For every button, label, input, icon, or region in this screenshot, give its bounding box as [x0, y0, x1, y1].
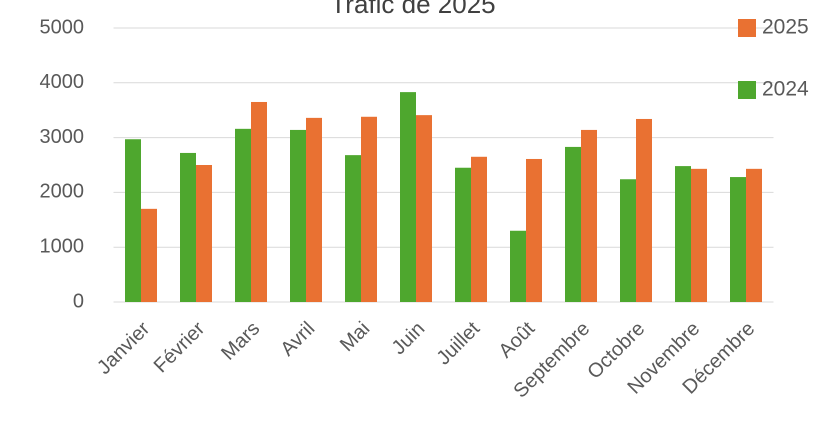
x-tick-label: Avril: [276, 318, 319, 361]
y-tick-label: 2000: [40, 181, 85, 203]
bar: [251, 101, 267, 302]
bar: [455, 167, 471, 302]
chart-title: Trafic de 2025: [330, 0, 495, 19]
x-tick-label: Août: [495, 317, 540, 362]
bar: [235, 128, 251, 302]
bar: [400, 92, 416, 302]
bar: [471, 156, 487, 302]
bar: [141, 208, 157, 302]
bar: [526, 158, 542, 302]
bar: [361, 116, 377, 302]
x-tick-label: Février: [150, 317, 210, 377]
x-tick-label: Mars: [217, 318, 264, 365]
bar: [746, 168, 762, 302]
y-tick-label: 3000: [40, 126, 85, 148]
x-tick-label: Juin: [388, 318, 430, 360]
bar: [290, 129, 306, 302]
bar: [306, 117, 322, 302]
legend-label: 2024: [762, 78, 809, 101]
bar: [581, 129, 597, 302]
bar: [345, 155, 361, 302]
bar: [636, 118, 652, 302]
y-tick-label: 5000: [40, 16, 85, 38]
x-tick-label: Juillet: [433, 317, 485, 369]
bar: [730, 177, 746, 302]
bar: [565, 146, 581, 302]
x-tick-label: Mai: [336, 318, 374, 356]
bar: [691, 168, 707, 302]
legend-swatch: [738, 81, 756, 99]
legend-label: 2025: [762, 16, 809, 39]
bar: [125, 139, 141, 302]
bar: [180, 152, 196, 302]
y-tick-label: 1000: [40, 235, 85, 257]
y-tick-label: 4000: [40, 71, 85, 93]
bar: [196, 165, 212, 302]
bar: [675, 166, 691, 302]
x-tick-label: Janvier: [93, 317, 154, 378]
bar: [620, 179, 636, 302]
bar: [510, 230, 526, 302]
legend-swatch: [738, 19, 756, 37]
bar: [416, 115, 432, 303]
y-tick-label: 0: [73, 290, 84, 312]
